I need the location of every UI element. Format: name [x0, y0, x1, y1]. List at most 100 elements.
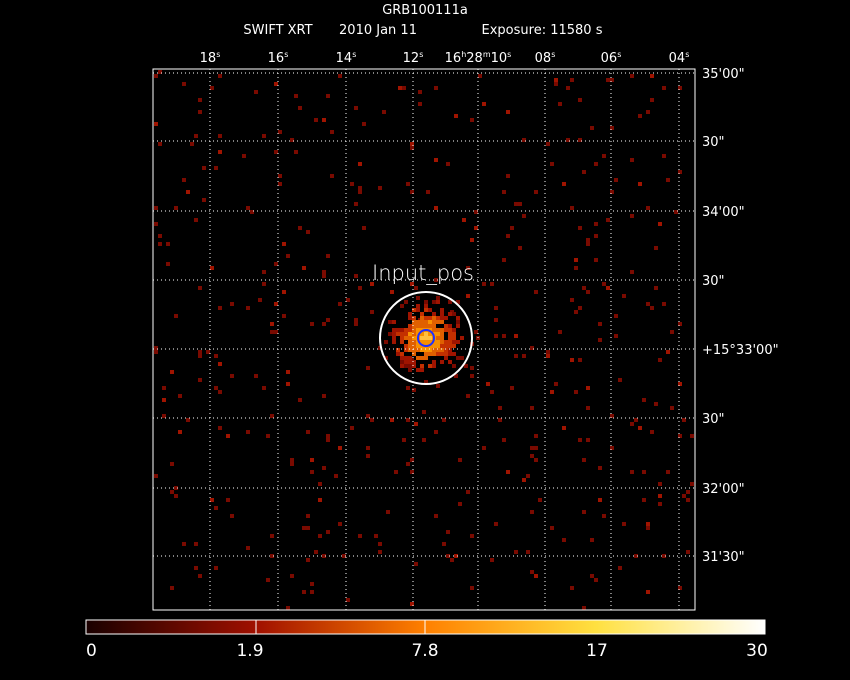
pixel	[530, 446, 534, 450]
ra-tick-part: 14	[336, 51, 353, 66]
ra-tick-part: s	[284, 50, 288, 59]
pixel	[586, 238, 590, 242]
pixel	[448, 312, 452, 316]
pixel	[490, 282, 494, 286]
pixel	[482, 446, 486, 450]
pixel	[550, 162, 554, 166]
pixel	[436, 336, 440, 340]
pixel	[154, 122, 158, 126]
pixel	[230, 302, 234, 306]
pixel	[270, 414, 274, 418]
pixel	[290, 462, 294, 466]
pixel	[494, 522, 498, 526]
pixel	[154, 74, 158, 78]
dec-tick-label: 34'00"	[702, 205, 745, 220]
pixel	[412, 348, 416, 352]
ra-tick-part: 16	[268, 51, 285, 66]
pixel	[198, 378, 202, 382]
ra-tick-label: 12s	[403, 50, 424, 66]
pixel	[428, 336, 432, 340]
pixel	[586, 386, 590, 390]
pixel	[210, 266, 214, 270]
pixel	[428, 348, 432, 352]
pixel	[436, 352, 440, 356]
pixel	[538, 498, 542, 502]
pixel	[598, 322, 602, 326]
pixel	[314, 118, 318, 122]
pixel	[478, 74, 482, 78]
pixel	[444, 340, 448, 344]
pixel	[482, 102, 486, 106]
pixel	[408, 332, 412, 336]
pixel	[678, 434, 682, 438]
pixel	[522, 478, 526, 482]
pixel	[270, 330, 274, 334]
pixel	[574, 390, 578, 394]
pixel	[426, 190, 430, 194]
pixel	[274, 150, 278, 154]
pixel	[166, 242, 170, 246]
pixel	[194, 566, 198, 570]
pixel	[414, 422, 418, 426]
pixel	[470, 586, 474, 590]
pixel	[346, 298, 350, 302]
pixel	[174, 494, 178, 498]
pixel	[654, 286, 658, 290]
pixel	[444, 352, 448, 356]
pixel	[262, 282, 266, 286]
pixel	[202, 166, 206, 170]
pixel	[182, 542, 186, 546]
ra-tick-label: 08s	[535, 50, 556, 66]
pixel	[408, 364, 412, 368]
pixel	[634, 554, 638, 558]
pixel	[530, 346, 534, 350]
pixel	[618, 378, 622, 382]
pixel	[534, 458, 538, 462]
pixel	[414, 286, 418, 290]
pixel	[446, 530, 450, 534]
pixel	[458, 502, 462, 506]
pixel	[416, 368, 420, 372]
pixel	[554, 382, 558, 386]
pixel	[354, 322, 358, 326]
pixel	[518, 246, 522, 250]
pixel	[578, 438, 582, 442]
pixel	[678, 322, 682, 326]
pixel	[452, 340, 456, 344]
pixel	[290, 138, 294, 142]
pixel	[436, 328, 440, 332]
pixel	[448, 344, 452, 348]
pixel	[614, 314, 618, 318]
dec-tick-label: 30"	[702, 412, 725, 427]
pixel	[412, 344, 416, 348]
pixel	[286, 382, 290, 386]
pixel	[586, 406, 590, 410]
pixel	[610, 190, 614, 194]
pixel	[198, 350, 202, 354]
pixel	[646, 206, 650, 210]
pixel	[358, 534, 362, 538]
pixel	[298, 226, 302, 230]
pixel	[310, 590, 314, 594]
pixel	[246, 430, 250, 434]
ra-tick-label: 18s	[200, 50, 221, 66]
pixel	[214, 386, 218, 390]
colorbar-label: 30	[746, 641, 768, 661]
pixel	[428, 364, 432, 368]
pixel	[638, 426, 642, 430]
pixel	[354, 318, 358, 322]
pixel	[410, 146, 414, 150]
pixel	[270, 534, 274, 538]
pixel	[566, 86, 570, 90]
pixel	[436, 348, 440, 352]
pixel	[514, 334, 518, 338]
pixel	[578, 98, 582, 102]
pixel	[278, 174, 282, 178]
pixel	[366, 414, 370, 418]
pixel	[448, 340, 452, 344]
pixel	[444, 324, 448, 328]
dec-tick-label: 30"	[702, 274, 725, 289]
pixel	[266, 578, 270, 582]
ra-tick-label: 16h28m10s	[445, 50, 512, 66]
pixel	[428, 308, 432, 312]
